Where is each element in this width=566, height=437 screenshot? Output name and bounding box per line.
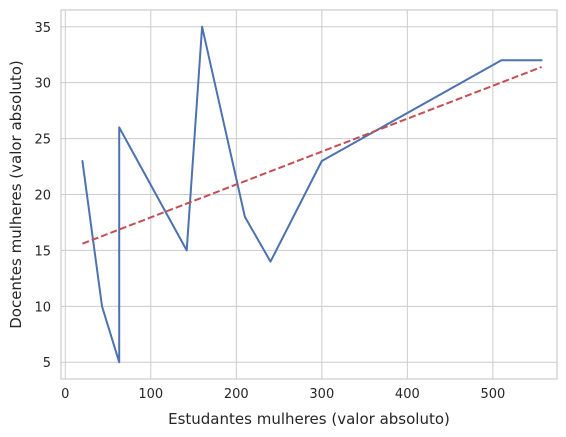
y-tick-label: 20 — [34, 189, 51, 204]
y-tick-label: 25 — [34, 133, 51, 148]
y-tick-label: 30 — [34, 77, 51, 92]
y-tick-label: 35 — [34, 21, 51, 36]
y-tick-label: 15 — [34, 244, 51, 259]
x-axis-label: Estudantes mulheres (valor absoluto) — [168, 410, 450, 428]
x-tick-label: 0 — [61, 387, 69, 402]
y-tick-label: 10 — [34, 300, 51, 315]
x-tick-label: 300 — [309, 387, 334, 402]
trend-line — [82, 66, 542, 245]
plot-frame — [60, 9, 558, 380]
x-tick-label: 200 — [224, 387, 249, 402]
x-tick-label: 500 — [480, 387, 505, 402]
grid-lines — [61, 10, 557, 379]
data-series-line — [81, 25, 543, 364]
y-tick-labels: 5 10 15 20 25 30 35 — [34, 21, 51, 371]
series-layer — [81, 25, 543, 364]
y-tick-label: 5 — [43, 356, 51, 371]
x-tick-labels: 0 100 200 300 400 500 — [61, 387, 505, 402]
y-axis-label: Docentes mulheres (valor absoluto) — [7, 60, 25, 329]
x-tick-label: 400 — [395, 387, 420, 402]
x-tick-label: 100 — [138, 387, 163, 402]
